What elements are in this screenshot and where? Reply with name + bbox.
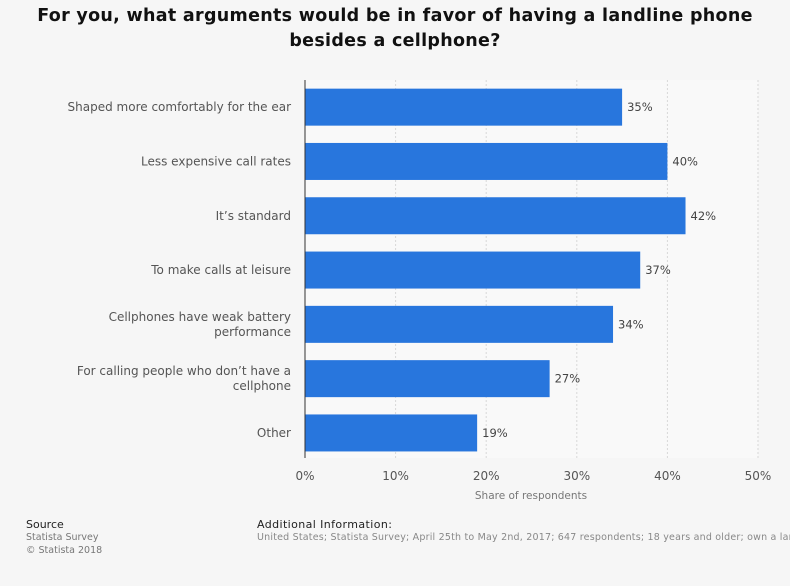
category-label: To make calls at leisure — [150, 263, 291, 277]
category-label: Cellphones have weak battery performance — [109, 310, 291, 339]
source-heading: Source — [26, 518, 64, 531]
bar — [305, 197, 686, 235]
bar-value-label: 40% — [672, 154, 698, 168]
x-tick-label: 40% — [654, 469, 681, 483]
bar — [305, 360, 550, 398]
additional-info-block: Additional Information: United States; S… — [257, 518, 790, 544]
x-tick-label: 50% — [745, 469, 772, 483]
x-axis-title: Share of respondents — [475, 490, 587, 502]
category-label: Shaped more comfortably for the ear — [68, 100, 292, 114]
copyright: © Statista 2018 — [26, 545, 103, 556]
category-label: For calling people who don’t have a cellp… — [77, 364, 291, 393]
source-block: Source Statista Survey © Statista 2018 — [26, 518, 102, 557]
chart-title: For you, what arguments would be in favo… — [37, 6, 753, 51]
category-label: It’s standard — [216, 209, 291, 223]
category-label: Less expensive call rates — [141, 154, 291, 168]
category-label: Other — [257, 426, 291, 440]
x-tick-label: 20% — [473, 469, 500, 483]
bar-value-label: 19% — [482, 426, 508, 440]
bar-value-label: 35% — [627, 100, 653, 114]
bar — [305, 88, 623, 126]
x-tick-label: 10% — [382, 469, 409, 483]
additional-info-text: United States; Statista Survey; April 25… — [257, 532, 790, 543]
additional-info-heading: Additional Information: — [257, 518, 393, 531]
bar-value-label: 27% — [555, 372, 581, 386]
source-name: Statista Survey — [26, 532, 99, 543]
bar-value-label: 37% — [645, 263, 671, 277]
bar — [305, 305, 614, 343]
bar — [305, 251, 641, 289]
bar — [305, 142, 668, 180]
bar-value-label: 42% — [691, 209, 717, 223]
x-tick-label: 30% — [563, 469, 590, 483]
bar-value-label: 34% — [618, 317, 644, 331]
x-tick-label: 0% — [295, 469, 314, 483]
bar — [305, 414, 478, 452]
